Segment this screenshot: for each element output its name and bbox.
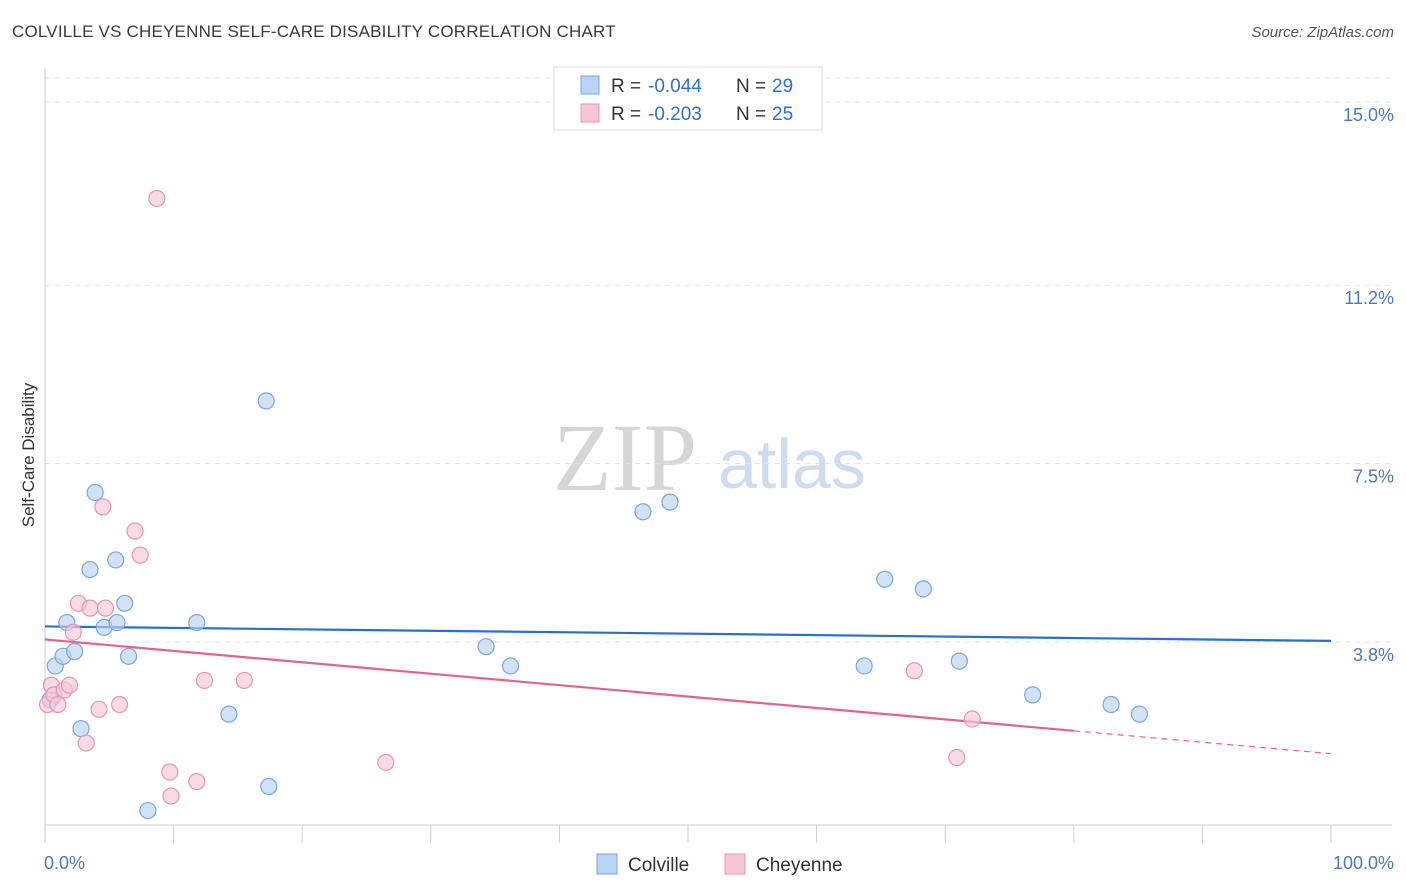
point-colville bbox=[661, 493, 679, 511]
point-colville bbox=[107, 551, 125, 569]
point-cheyenne bbox=[77, 734, 95, 752]
watermark-zip: ZIP bbox=[553, 404, 697, 511]
point-colville bbox=[139, 801, 157, 820]
legend-colville-n-label: N = bbox=[736, 76, 766, 97]
point-cheyenne bbox=[94, 498, 112, 516]
y-axis-title: Self-Care Disability bbox=[19, 382, 38, 527]
point-cheyenne bbox=[126, 522, 144, 540]
point-cheyenne bbox=[131, 546, 149, 564]
point-colville bbox=[65, 642, 84, 661]
point-colville bbox=[855, 657, 873, 675]
y-tick-label: 3.8% bbox=[1353, 645, 1394, 665]
point-colville bbox=[260, 777, 278, 796]
watermark-atlas: atlas bbox=[718, 425, 866, 503]
point-colville bbox=[81, 560, 99, 579]
y-tick-label: 11.2% bbox=[1344, 288, 1394, 308]
point-cheyenne bbox=[948, 748, 966, 767]
point-colville bbox=[634, 503, 652, 521]
point-cheyenne bbox=[90, 700, 108, 718]
legend-cheyenne-r-label: R = bbox=[611, 104, 641, 125]
point-colville bbox=[108, 613, 126, 632]
point-colville bbox=[188, 613, 206, 632]
point-colville bbox=[1024, 686, 1042, 704]
point-cheyenne bbox=[110, 695, 129, 714]
stats-legend: R = -0.044 N = 29 R = -0.203 N = 25 bbox=[553, 66, 823, 131]
chart-title: COLVILLE VS CHEYENNE SELF-CARE DISABILIT… bbox=[12, 22, 616, 41]
point-cheyenne bbox=[188, 773, 206, 791]
point-cheyenne bbox=[49, 695, 67, 714]
point-colville bbox=[876, 570, 894, 588]
point-cheyenne bbox=[60, 676, 79, 694]
y-tick-label: 15.0% bbox=[1343, 105, 1394, 125]
legend-colville-n-value: 29 bbox=[772, 76, 793, 97]
point-cheyenne bbox=[148, 189, 166, 208]
legend-colville-r-value: -0.044 bbox=[648, 76, 702, 97]
bottom-legend-swatch-cheyenne bbox=[724, 853, 746, 875]
point-cheyenne bbox=[377, 753, 395, 771]
trend-line-colville bbox=[44, 625, 1332, 643]
point-cheyenne bbox=[64, 623, 82, 641]
legend-colville-r-label: R = bbox=[611, 76, 641, 97]
point-cheyenne bbox=[195, 671, 214, 690]
point-colville bbox=[950, 652, 968, 670]
point-colville bbox=[72, 720, 90, 738]
point-colville bbox=[220, 705, 238, 723]
legend-cheyenne-n-label: N = bbox=[736, 104, 766, 125]
legend-cheyenne-r-value: -0.203 bbox=[648, 104, 702, 125]
bottom-legend-label-colville: Colville bbox=[628, 855, 689, 876]
trend-lines bbox=[44, 625, 1332, 755]
point-colville bbox=[116, 594, 134, 612]
point-colville bbox=[119, 647, 138, 665]
point-colville bbox=[914, 580, 932, 598]
bottom-legend-label-cheyenne: Cheyenne bbox=[756, 855, 843, 876]
point-colville bbox=[501, 657, 520, 675]
source-label: Source: ZipAtlas.com bbox=[1251, 24, 1394, 41]
point-cheyenne bbox=[96, 599, 115, 617]
point-cheyenne bbox=[162, 787, 180, 805]
point-cheyenne bbox=[905, 662, 923, 680]
legend-swatch-cheyenne bbox=[580, 103, 600, 123]
y-tick-labels: 3.8% 7.5% 11.2% 15.0% bbox=[1343, 105, 1394, 665]
point-cheyenne bbox=[81, 599, 99, 617]
point-colville bbox=[86, 483, 104, 502]
gridlines bbox=[45, 77, 1392, 643]
trend-line-cheyenne bbox=[44, 638, 1074, 732]
bottom-legend-swatch-colville bbox=[596, 853, 618, 875]
legend-cheyenne-n-value: 25 bbox=[772, 104, 793, 125]
x-tick-label-left: 0.0% bbox=[44, 853, 85, 873]
legend-swatch-colville bbox=[580, 75, 600, 95]
data-points bbox=[38, 189, 1148, 820]
point-cheyenne bbox=[161, 763, 179, 781]
point-colville bbox=[1102, 695, 1120, 714]
point-colville bbox=[477, 638, 495, 656]
trend-line-cheyenne-extrapolated bbox=[1073, 730, 1332, 755]
x-tick-label-right: 100.0% bbox=[1333, 853, 1394, 873]
point-colville bbox=[1130, 705, 1148, 723]
point-cheyenne bbox=[963, 710, 981, 728]
y-tick-label: 7.5% bbox=[1353, 467, 1394, 487]
point-cheyenne bbox=[235, 671, 253, 690]
point-colville bbox=[257, 392, 275, 410]
series-legend: Colville Cheyenne bbox=[596, 853, 843, 876]
